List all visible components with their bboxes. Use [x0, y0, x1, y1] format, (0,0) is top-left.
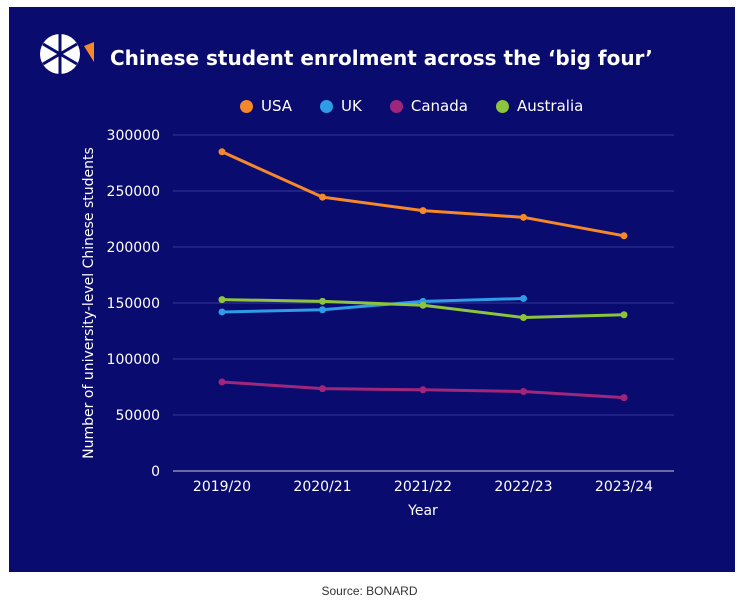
data-point-australia — [218, 296, 226, 304]
y-axis-label: Number of university-level Chinese stude… — [81, 147, 97, 459]
legend-label-usa: USA — [261, 97, 293, 115]
data-point-australia — [419, 301, 427, 309]
legend-label-uk: UK — [341, 97, 362, 115]
chart-legend: USA UK Canada Australia — [240, 96, 583, 116]
legend-label-canada: Canada — [410, 97, 468, 115]
x-axis-label: Year — [407, 503, 438, 519]
x-tick-label: 2020/21 — [293, 479, 351, 495]
y-tick-label: 200000 — [107, 240, 160, 256]
data-point-australia — [520, 314, 527, 322]
y-tick-label: 50000 — [115, 408, 160, 424]
data-point-canada — [319, 385, 326, 393]
y-tick-label: 100000 — [107, 352, 160, 368]
legend-dot-australia — [495, 99, 509, 113]
series-line-uk — [221, 297, 524, 314]
data-point-australia — [319, 297, 326, 305]
x-tick-label: 2019/20 — [193, 479, 251, 495]
data-point-uk — [319, 306, 326, 314]
data-point-canada — [218, 378, 226, 386]
data-point-usa — [419, 207, 427, 215]
data-point-usa — [520, 213, 527, 221]
x-tick-label: 2023/24 — [595, 479, 653, 495]
legend-dot-usa — [240, 99, 253, 113]
legend-dot-canada — [389, 99, 403, 113]
bonard-logo-icon — [40, 34, 94, 74]
source-caption: Source: BONARD — [321, 584, 418, 598]
data-point-usa — [218, 148, 226, 156]
legend-item-usa: USA — [240, 97, 292, 115]
x-tick-label: 2021/22 — [394, 479, 452, 495]
data-point-usa — [319, 193, 326, 201]
x-tick-label: 2022/23 — [494, 479, 552, 495]
legend-dot-uk — [320, 99, 334, 113]
data-point-uk — [520, 295, 527, 303]
legend-label-australia: Australia — [516, 97, 584, 115]
legend-item-australia: Australia — [495, 97, 584, 115]
legend-item-canada: Canada — [389, 97, 468, 115]
data-point-canada — [620, 394, 628, 402]
data-point-usa — [620, 232, 628, 240]
y-tick-label: 0 — [151, 464, 160, 480]
legend-item-uk: UK — [320, 97, 362, 115]
chart-title: Chinese student enrolment across the ‘bi… — [110, 46, 653, 70]
y-tick-label: 300000 — [107, 128, 160, 144]
data-point-uk — [218, 308, 226, 316]
y-tick-label: 250000 — [107, 184, 160, 200]
data-point-canada — [419, 386, 427, 394]
data-point-canada — [520, 387, 527, 395]
data-point-australia — [620, 311, 628, 319]
y-tick-label: 150000 — [107, 296, 160, 312]
chart-panel — [9, 7, 735, 572]
series-line-usa — [221, 150, 625, 238]
